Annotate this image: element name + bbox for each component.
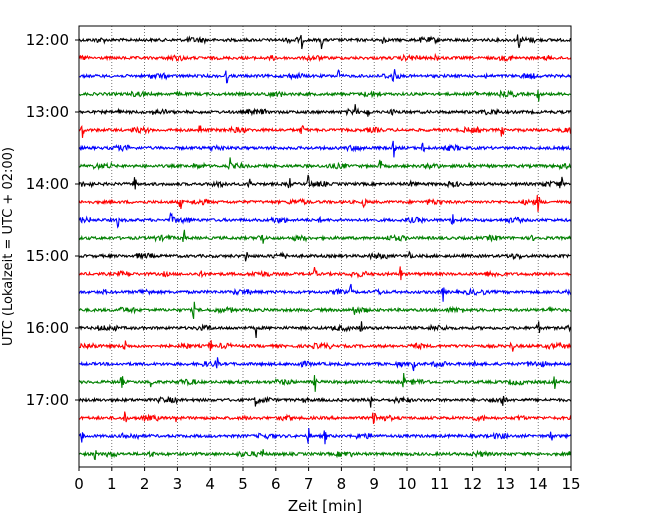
seismic-trace bbox=[78, 157, 572, 171]
x-tick-label: 6 bbox=[271, 475, 281, 493]
seismic-trace bbox=[78, 125, 572, 138]
x-tick-label: 7 bbox=[304, 475, 314, 493]
seismic-trace bbox=[78, 250, 572, 262]
y-tick-label: 17:00 bbox=[26, 391, 69, 409]
y-tick-label: 15:00 bbox=[26, 247, 69, 265]
x-tick-label: 1 bbox=[107, 475, 117, 493]
seismic-trace bbox=[78, 211, 572, 229]
x-tick-label: 3 bbox=[173, 475, 183, 493]
x-axis-ticks: 0 1 2 3 4 5 6 7 8 9 10 11 12 13 14 15 bbox=[74, 467, 581, 493]
x-tick-label: 14 bbox=[529, 475, 548, 493]
seismic-trace bbox=[78, 427, 572, 445]
x-tick-label: 13 bbox=[496, 475, 515, 493]
y-tick-label: 12:00 bbox=[26, 31, 69, 49]
seismic-trace bbox=[78, 340, 572, 352]
seismic-trace bbox=[78, 321, 572, 338]
y-axis-ticks: 12:00 13:00 14:00 15:00 16:00 17:00 bbox=[26, 31, 79, 409]
seismic-trace bbox=[78, 69, 572, 84]
x-tick-label: 11 bbox=[430, 475, 449, 493]
y-tick-label: 13:00 bbox=[26, 103, 69, 121]
x-tick-label: 4 bbox=[205, 475, 215, 493]
seismic-traces bbox=[78, 34, 572, 461]
seismic-trace bbox=[78, 194, 572, 212]
x-tick-label: 9 bbox=[369, 475, 379, 493]
x-axis-title: Zeit [min] bbox=[288, 497, 362, 515]
seismic-trace bbox=[78, 104, 572, 117]
seismic-trace bbox=[78, 395, 572, 408]
seismic-trace bbox=[79, 301, 572, 320]
seismic-trace bbox=[78, 283, 572, 302]
x-tick-label: 10 bbox=[397, 475, 416, 493]
x-tick-label: 5 bbox=[238, 475, 248, 493]
seismic-trace bbox=[78, 229, 572, 244]
seismic-trace bbox=[78, 357, 572, 372]
x-tick-label: 12 bbox=[463, 475, 482, 493]
seismic-trace bbox=[78, 52, 572, 63]
x-tick-label: 15 bbox=[561, 475, 580, 493]
seismic-trace bbox=[78, 266, 572, 281]
y-tick-label: 16:00 bbox=[26, 319, 69, 337]
seismic-trace bbox=[78, 89, 572, 102]
seismic-trace bbox=[78, 411, 572, 424]
y-tick-label: 14:00 bbox=[26, 175, 69, 193]
x-tick-label: 2 bbox=[140, 475, 150, 493]
x-tick-label: 8 bbox=[337, 475, 347, 493]
seismic-trace bbox=[78, 372, 572, 392]
seismic-trace bbox=[78, 174, 572, 190]
plot-frame bbox=[78, 25, 572, 468]
y-axis-title: UTC (Lokalzeit = UTC + 02:00) bbox=[1, 147, 16, 346]
seismic-trace bbox=[78, 34, 571, 50]
seismic-trace bbox=[78, 449, 572, 461]
x-tick-label: 0 bbox=[74, 475, 84, 493]
seismic-trace bbox=[78, 140, 572, 158]
